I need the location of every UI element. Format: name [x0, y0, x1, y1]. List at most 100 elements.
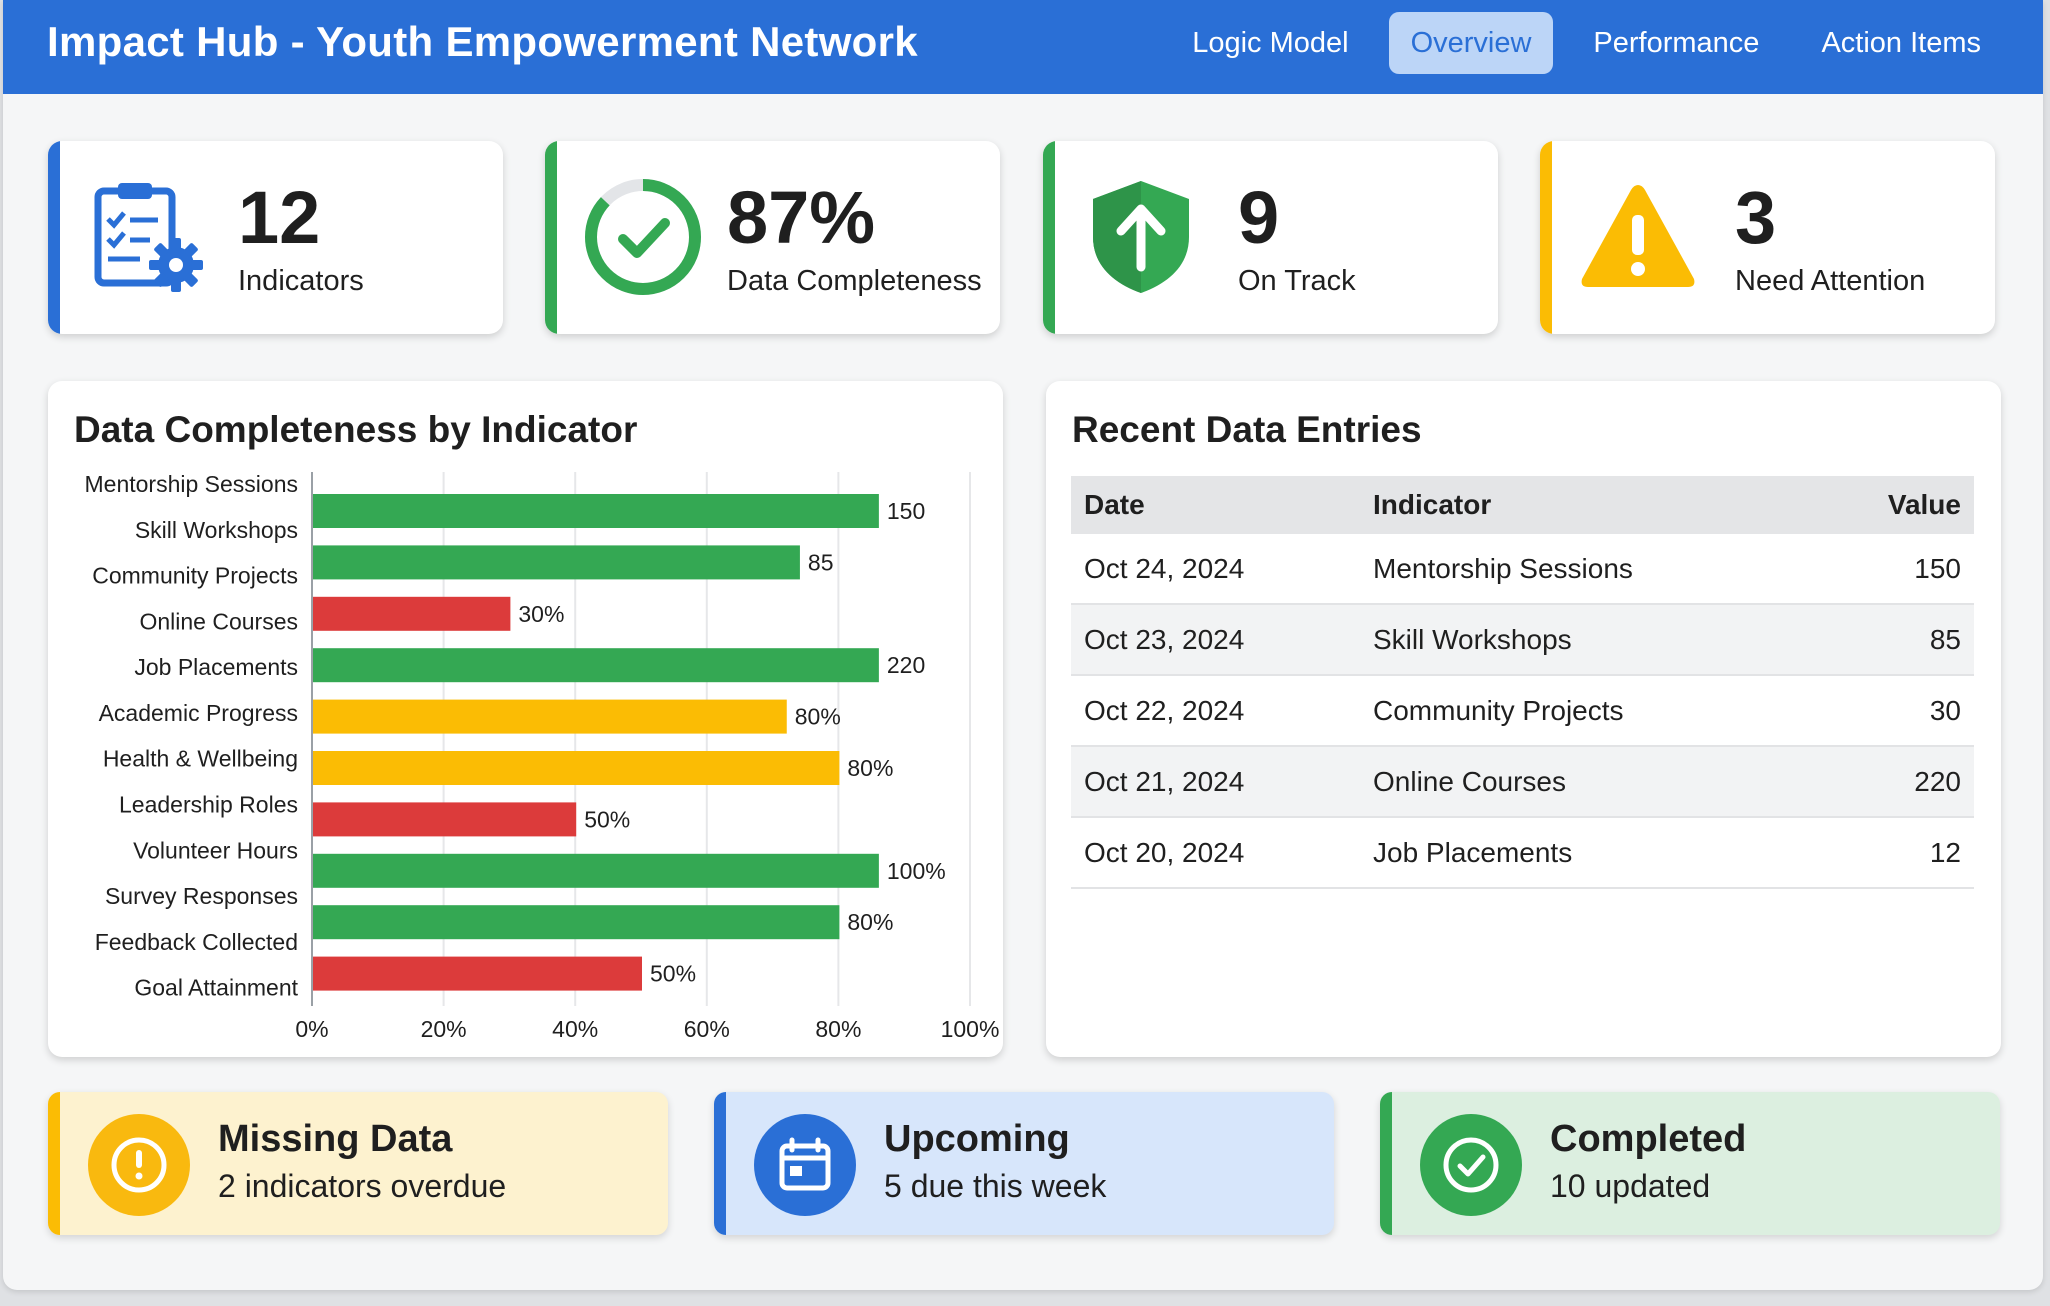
on-track-label: On Track: [1238, 265, 1356, 297]
cell-date: Oct 20, 2024: [1084, 836, 1245, 868]
cell-date: Oct 23, 2024: [1084, 623, 1245, 655]
category-label: Health & Wellbeing: [103, 746, 298, 772]
cell-value: 85: [1929, 623, 1961, 655]
indicators-count: 12: [238, 176, 321, 259]
warning-triangle-icon: [1576, 175, 1700, 299]
entries-title: Recent Data Entries: [1072, 409, 1422, 450]
data-completeness-panel: Data Completeness by Indicator 0% 20% 40% 6…: [48, 381, 1003, 1057]
card-accent: [1540, 141, 1552, 334]
bar-data-label: 220: [887, 652, 925, 678]
cell-indicator: Online Courses: [1373, 765, 1566, 797]
column-header-value[interactable]: Value: [1887, 489, 1961, 520]
column-header-date[interactable]: Date: [1084, 489, 1145, 520]
category-label: Community Projects: [92, 563, 298, 589]
stat-card-on-track: 9 On Track: [1043, 141, 1498, 334]
calendar-icon: [754, 1114, 856, 1216]
category-label: Mentorship Sessions: [85, 471, 299, 497]
recent-entries-panel: Recent Data Entries Date Indicator Value…: [1046, 381, 2001, 1057]
top-bar: Impact Hub - Youth Empowerment Network L…: [3, 0, 2043, 94]
cell-indicator: Skill Workshops: [1373, 623, 1572, 655]
app-title: Impact Hub - Youth Empowerment Network: [47, 18, 918, 65]
cell-date: Oct 21, 2024: [1084, 765, 1245, 797]
category-label: Online Courses: [139, 608, 298, 634]
bar-data-label: 150: [887, 498, 925, 524]
bar-data-label: 30%: [518, 601, 564, 627]
card-accent: [545, 141, 557, 334]
bar-data-label: 80%: [795, 704, 841, 730]
card-accent: [48, 141, 60, 334]
category-label: Leadership Roles: [119, 792, 298, 818]
bar: [313, 751, 840, 785]
tab-action-items[interactable]: Action Items: [1821, 26, 1981, 59]
bar-data-label: 50%: [584, 806, 630, 832]
entries-table: Date Indicator Value Oct 24, 2024 Mentor…: [1071, 476, 1974, 889]
bar: [313, 853, 879, 888]
bar: [313, 494, 879, 528]
bar: [313, 648, 879, 683]
bar: [313, 596, 511, 631]
x-tick-label: 60%: [684, 1016, 730, 1042]
cell-date: Oct 24, 2024: [1084, 552, 1245, 584]
data-completeness-label: Data Completeness: [727, 265, 982, 297]
category-label: Feedback Collected: [95, 929, 298, 955]
missing-data-subtitle: 2 indicators overdue: [218, 1168, 507, 1204]
table-row[interactable]: Oct 20, 2024 Job Placements 12: [1071, 818, 1974, 889]
cell-indicator: Community Projects: [1373, 694, 1624, 726]
card-accent: [1043, 141, 1055, 334]
completeness-bar-chart: 0% 20% 40% 60% 80% 100% Mentorship Sessions Ski…: [85, 471, 1000, 1042]
clipboard-gear-icon: [84, 175, 208, 299]
need-attention-label: Need Attention: [1735, 265, 1926, 297]
cell-value: 12: [1929, 836, 1961, 868]
upcoming-title: Upcoming: [884, 1118, 1070, 1160]
bar: [313, 956, 642, 991]
app-window: Impact Hub - Youth Empowerment Network L…: [3, 0, 2043, 1290]
stat-card-indicators: 12 Indicators: [48, 141, 503, 334]
stat-card-data-completeness: 87% Data Completeness: [545, 141, 1000, 334]
missing-data-card[interactable]: Missing Data 2 indicators overdue: [48, 1092, 668, 1235]
column-header-indicator[interactable]: Indicator: [1373, 489, 1492, 520]
x-tick-label: 0%: [295, 1016, 328, 1042]
x-tick-label: 40%: [552, 1016, 598, 1042]
bar: [313, 699, 787, 734]
table-row[interactable]: Oct 23, 2024 Skill Workshops 85: [1071, 605, 1974, 676]
progress-check-icon: [581, 175, 705, 299]
bar-data-label: 100%: [887, 858, 946, 884]
category-label: Skill Workshops: [135, 517, 298, 543]
check-circle-icon: [1420, 1114, 1522, 1216]
x-tick-label: 20%: [421, 1016, 467, 1042]
missing-data-title: Missing Data: [218, 1118, 453, 1160]
card-accent: [714, 1092, 726, 1235]
bar-data-label: 80%: [847, 909, 893, 935]
category-label: Academic Progress: [99, 700, 298, 726]
table-row[interactable]: Oct 22, 2024 Community Projects 30: [1071, 676, 1974, 747]
x-tick-label: 100%: [941, 1016, 1000, 1042]
table-row[interactable]: Oct 24, 2024 Mentorship Sessions 150: [1071, 534, 1974, 605]
indicators-label: Indicators: [238, 265, 364, 297]
category-label: Goal Attainment: [134, 975, 298, 1001]
completed-card[interactable]: Completed 10 updated: [1380, 1092, 2000, 1235]
cell-value: 220: [1914, 765, 1961, 797]
bar-data-label: 50%: [650, 961, 696, 987]
table-row[interactable]: Oct 21, 2024 Online Courses 220: [1071, 747, 1974, 818]
bar: [313, 802, 577, 837]
completed-subtitle: 10 updated: [1550, 1168, 1711, 1204]
cell-indicator: Mentorship Sessions: [1373, 552, 1633, 584]
bar-data-label: 80%: [847, 755, 893, 781]
bar: [313, 545, 800, 580]
data-completeness-value: 87%: [727, 176, 876, 259]
tab-logic-model[interactable]: Logic Model: [1192, 26, 1349, 59]
x-tick-label: 80%: [815, 1016, 861, 1042]
exclamation-circle-icon: [88, 1114, 190, 1216]
completed-title: Completed: [1550, 1118, 1747, 1160]
need-attention-count: 3: [1735, 176, 1777, 259]
tab-overview[interactable]: Overview: [1388, 12, 1554, 74]
upcoming-card[interactable]: Upcoming 5 due this week: [714, 1092, 1334, 1235]
bar-data-label: 85: [808, 549, 834, 575]
bar: [313, 905, 840, 940]
category-label: Survey Responses: [105, 883, 298, 909]
cell-value: 30: [1929, 694, 1961, 726]
shield-arrow-up-icon: [1079, 175, 1203, 299]
tab-performance[interactable]: Performance: [1593, 26, 1760, 59]
nav-tabs: Logic Model Overview Performance Action …: [1170, 12, 2003, 74]
on-track-count: 9: [1238, 176, 1280, 259]
